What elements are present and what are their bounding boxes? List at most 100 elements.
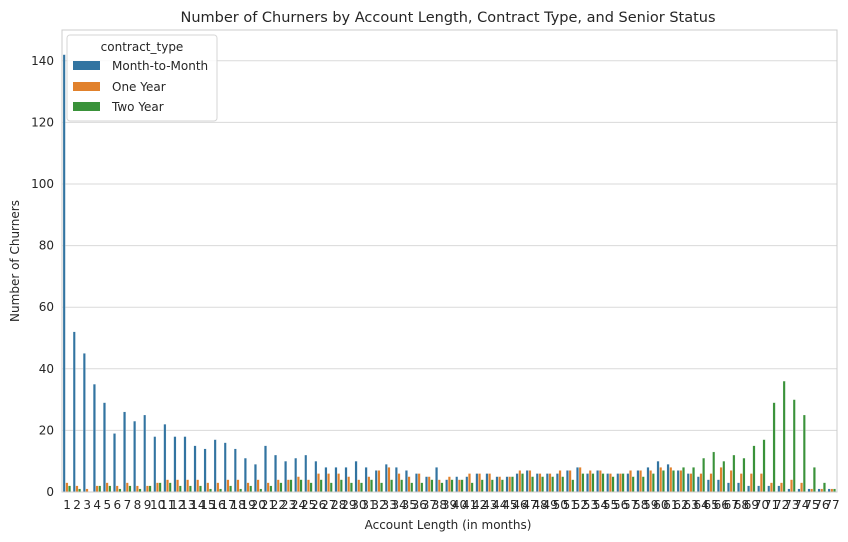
x-tick-label: 11 <box>160 498 175 512</box>
x-tick-label: 54 <box>593 498 608 512</box>
x-tick-label: 67 <box>724 498 739 512</box>
bar-two-year-44 <box>501 479 504 493</box>
bar-month-to-month-14 <box>193 445 197 493</box>
bar-month-to-month-34 <box>395 467 398 493</box>
bar-month-to-month-35 <box>405 470 408 493</box>
bar-two-year-32 <box>380 482 383 493</box>
bar-one-year-56 <box>619 473 622 493</box>
bar-month-to-month-21 <box>264 445 267 493</box>
x-tick-label: 36 <box>412 498 427 512</box>
bar-month-to-month-55 <box>606 473 609 493</box>
bar-month-to-month-39 <box>445 479 448 493</box>
bar-two-year-53 <box>591 473 595 493</box>
x-tick-label: 35 <box>402 498 417 512</box>
bar-month-to-month-45 <box>505 476 509 493</box>
bar-one-year-5 <box>105 482 109 493</box>
bar-two-year-43 <box>491 479 494 493</box>
bar-month-to-month-26 <box>314 461 318 493</box>
bar-month-to-month-68 <box>737 482 740 493</box>
bar-month-to-month-47 <box>525 470 529 493</box>
x-tick-label: 49 <box>543 498 558 512</box>
bar-month-to-month-52 <box>576 467 579 493</box>
x-tick-label: 22 <box>271 498 286 512</box>
bar-two-year-56 <box>621 473 625 493</box>
x-tick-label: 73 <box>784 498 799 512</box>
bar-one-year-28 <box>337 473 340 493</box>
bar-one-year-51 <box>568 470 572 493</box>
bar-two-year-49 <box>551 476 554 493</box>
bar-two-year-38 <box>440 482 444 493</box>
bar-month-to-month-12 <box>173 436 177 493</box>
bar-two-year-34 <box>400 479 404 493</box>
bar-one-year-31 <box>367 476 371 493</box>
bar-month-to-month-42 <box>475 473 479 493</box>
bar-two-year-72 <box>782 381 786 493</box>
x-tick-label: 12 <box>170 498 185 512</box>
x-tick-label: 2 <box>73 498 81 512</box>
x-tick-label: 9 <box>144 498 152 512</box>
x-tick-label: 10 <box>150 498 165 512</box>
bar-two-year-4 <box>98 485 102 493</box>
bar-month-to-month-17 <box>223 442 227 493</box>
bar-two-year-5 <box>108 485 112 493</box>
bar-month-to-month-70 <box>757 485 760 493</box>
bar-month-to-month-5 <box>103 402 106 493</box>
bar-month-to-month-49 <box>546 473 549 493</box>
bar-one-year-7 <box>125 482 129 493</box>
x-tick-label: 50 <box>553 498 568 512</box>
x-tick-label: 15 <box>200 498 215 512</box>
bar-two-year-45 <box>511 476 514 493</box>
x-tick-label: 16 <box>210 498 225 512</box>
bar-month-to-month-19 <box>244 458 247 493</box>
y-ticks: 0 20 40 60 80 100 120 140 <box>31 54 54 499</box>
bar-month-to-month-2 <box>72 331 76 493</box>
legend-title: contract_type <box>101 40 184 54</box>
bar-one-year-58 <box>639 470 642 493</box>
x-tick-label: 21 <box>261 498 276 512</box>
bar-one-year-46 <box>518 470 522 493</box>
bar-one-year-35 <box>407 476 411 493</box>
bar-one-year-1 <box>65 482 69 493</box>
bar-one-year-26 <box>317 473 320 493</box>
bar-two-year-7 <box>128 485 132 493</box>
bar-month-to-month-48 <box>535 473 539 493</box>
bar-two-year-66 <box>722 461 726 493</box>
x-tick-label: 27 <box>321 498 336 512</box>
y-axis-label: Number of Churners <box>8 200 22 322</box>
bar-one-year-61 <box>669 467 673 493</box>
x-tick-label: 18 <box>230 498 245 512</box>
bar-one-year-48 <box>538 473 542 493</box>
bar-month-to-month-28 <box>334 467 338 493</box>
bar-one-year-10 <box>156 482 159 493</box>
bar-one-year-14 <box>196 479 200 493</box>
bar-two-year-35 <box>410 482 414 493</box>
bar-two-year-31 <box>370 479 373 493</box>
bar-month-to-month-36 <box>415 473 418 493</box>
bar-one-year-44 <box>498 476 501 493</box>
x-tick-label: 76 <box>814 498 829 512</box>
bar-one-year-65 <box>709 473 713 493</box>
bar-month-to-month-11 <box>163 424 167 493</box>
y-tick-label: 0 <box>46 485 54 499</box>
x-ticks: 1 2 3 4 5 6 7 8 91011121314151617181920212223242… <box>63 498 839 512</box>
bar-month-to-month-25 <box>304 454 308 493</box>
bar-two-year-42 <box>480 479 484 493</box>
x-tick-label: 41 <box>462 498 477 512</box>
bar-month-to-month-33 <box>384 464 388 493</box>
bar-one-year-27 <box>327 473 330 493</box>
x-tick-label: 38 <box>432 498 447 512</box>
bar-one-year-52 <box>578 467 582 493</box>
bar-month-to-month-9 <box>143 414 147 493</box>
bar-two-year-21 <box>269 485 273 493</box>
x-tick-label: 14 <box>190 498 205 512</box>
bar-two-year-65 <box>712 451 716 493</box>
bar-month-to-month-1 <box>62 54 66 493</box>
bar-two-year-61 <box>672 470 675 493</box>
legend: contract_type Month-to-Month One Year Tw… <box>66 34 218 122</box>
bar-two-year-55 <box>611 476 615 493</box>
bar-one-year-38 <box>437 479 441 493</box>
x-tick-label: 24 <box>291 498 306 512</box>
bar-month-to-month-31 <box>364 467 368 493</box>
bar-two-year-73 <box>792 399 796 493</box>
